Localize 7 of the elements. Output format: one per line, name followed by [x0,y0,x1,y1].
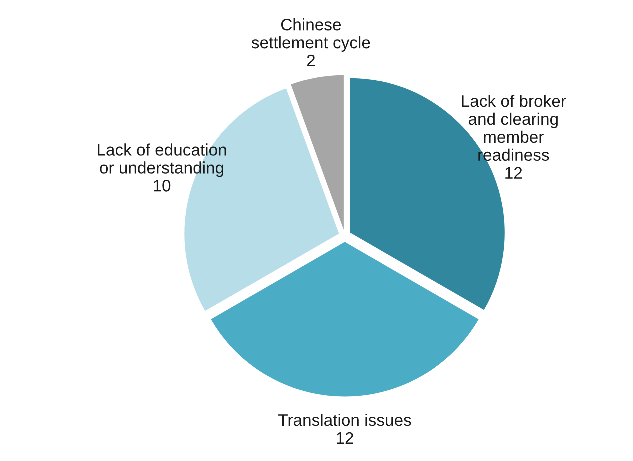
slice-label: Lack of education or understanding [98,144,226,178]
data-label: 10 [154,180,171,192]
data-label: 2 [307,54,315,66]
slice-label: Chinese settlement cycle [252,18,370,52]
data-label: 12 [337,432,354,444]
data-label: 12 [506,167,522,179]
slice-label: Translation issues [278,414,412,426]
